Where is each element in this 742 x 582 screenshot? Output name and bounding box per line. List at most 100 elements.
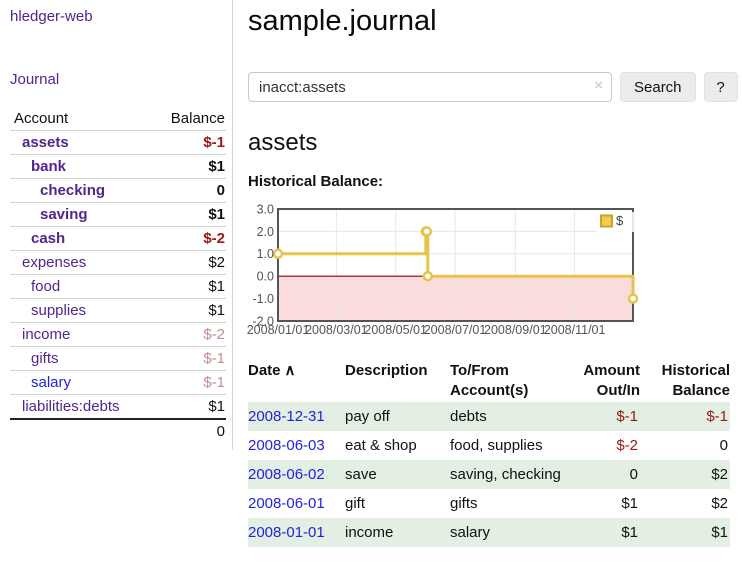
account-link[interactable]: food [31, 278, 61, 295]
account-link[interactable]: assets [22, 134, 69, 151]
account-balance: $-2 [150, 322, 226, 347]
svg-text:-2.0: -2.0 [252, 314, 274, 328]
nav: Journal [10, 71, 226, 88]
transaction-amount: 0 [562, 460, 640, 489]
sidebar-item-journal[interactable]: Journal [10, 71, 60, 88]
register-col-balance: Historical Balance [661, 362, 730, 399]
app-window: hledger-web Journal Account Balance asse… [0, 0, 742, 547]
account-row: cash $-2 [10, 226, 226, 251]
accounts-col-account: Account [10, 107, 151, 131]
accounts-total-value: 0 [150, 418, 226, 443]
chart-legend: $ [596, 212, 635, 232]
brand-link[interactable]: hledger-web [10, 8, 93, 25]
account-row: checking 0 [10, 178, 226, 203]
data-point-marker [272, 248, 284, 260]
transaction-date-link[interactable]: 2008-06-01 [248, 495, 325, 512]
account-row: income $-2 [10, 322, 226, 347]
account-row: assets $-1 [10, 130, 226, 155]
account-link[interactable]: salary [31, 374, 72, 391]
accounts-table: Account Balance assets $-1 bank $1 checking 0… [10, 107, 226, 443]
account-balance: $1 [150, 154, 226, 179]
svg-text:2008/07/01: 2008/07/01 [424, 323, 487, 337]
register-row: 2008-06-02 save saving, checking 0 $2 [248, 460, 730, 489]
register-table: Date ∧ Description To/From Account(s) Amo… [248, 360, 730, 547]
account-link[interactable]: income [22, 326, 71, 343]
account-row: saving $1 [10, 202, 226, 227]
clear-search-icon[interactable]: × [594, 77, 603, 94]
accounts-col-balance: Balance [150, 107, 226, 131]
svg-text:2008/09/01: 2008/09/01 [484, 323, 547, 337]
account-link[interactable]: supplies [31, 302, 87, 319]
transaction-accounts: salary [450, 518, 562, 547]
main-content: sample.journal × Search ? assets Histori… [233, 0, 742, 547]
register-row: 2008-01-01 income salary $1 $1 [248, 518, 730, 547]
account-row: salary $-1 [10, 370, 226, 395]
transaction-description: save [345, 460, 450, 489]
search-input[interactable] [248, 72, 612, 102]
account-row: food $1 [10, 274, 226, 299]
transaction-balance: 0 [719, 437, 728, 454]
svg-text:2.0: 2.0 [257, 225, 274, 239]
svg-text:2008/03/01: 2008/03/01 [305, 323, 368, 337]
account-row: expenses $2 [10, 250, 226, 275]
account-link[interactable]: bank [31, 158, 67, 175]
sidebar: hledger-web Journal Account Balance asse… [0, 0, 233, 450]
transaction-date-link[interactable]: 2008-06-02 [248, 466, 325, 483]
transaction-description: pay off [345, 402, 450, 431]
account-row: supplies $1 [10, 298, 226, 323]
account-link[interactable]: expenses [22, 254, 87, 271]
account-balance: $-1 [150, 130, 226, 155]
account-link[interactable]: cash [31, 230, 66, 247]
svg-text:2008/01/01: 2008/01/01 [247, 323, 310, 337]
help-button[interactable]: ? [703, 72, 738, 102]
transaction-accounts: debts [450, 402, 562, 431]
account-link[interactable]: gifts [31, 350, 59, 367]
account-row: gifts $-1 [10, 346, 226, 371]
svg-text:1.0: 1.0 [257, 247, 274, 261]
sort-asc-icon: ∧ [284, 362, 296, 379]
page-title: sample.journal [248, 5, 437, 37]
data-point-marker [627, 293, 639, 304]
account-link[interactable]: liabilities:debts [22, 398, 120, 415]
transaction-accounts: saving, checking [450, 460, 562, 489]
account-heading: assets [248, 129, 318, 156]
search-input-wrap: × [248, 72, 612, 102]
transaction-description: eat & shop [345, 437, 417, 454]
transaction-balance: $1 [640, 518, 730, 547]
account-balance: $-1 [150, 346, 226, 371]
account-balance: $1 [150, 274, 226, 299]
register-col-date: Date ∧ [248, 362, 296, 379]
data-point-marker [422, 270, 434, 282]
search-form: × Search ? [248, 72, 738, 102]
account-balance: $-2 [150, 226, 226, 251]
register-row: 2008-06-03 eat & shop food, supplies $-2 0 [248, 431, 730, 460]
account-row: bank $1 [10, 154, 226, 179]
register-row: 2008-06-01 gift gifts $1 $2 [248, 489, 730, 518]
transaction-balance: $2 [640, 460, 730, 489]
transaction-date-link[interactable]: 2008-12-31 [248, 408, 325, 425]
chart-title: Historical Balance: [248, 173, 384, 190]
register-header-row: Date ∧ Description To/From Account(s) Amo… [248, 360, 730, 402]
svg-text:-1.0: -1.0 [252, 292, 274, 306]
search-button[interactable]: Search [620, 72, 696, 102]
account-balance: $1 [150, 394, 226, 420]
register-row: 2008-12-31 pay off debts $-1 $-1 [248, 402, 730, 431]
transaction-amount: $1 [621, 495, 638, 512]
transaction-date-link[interactable]: 2008-06-03 [248, 437, 325, 454]
account-link[interactable]: checking [40, 182, 106, 199]
transaction-date-link[interactable]: 2008-01-01 [248, 524, 325, 541]
svg-text:3.0: 3.0 [257, 202, 274, 216]
transaction-amount: $1 [562, 518, 640, 547]
transaction-balance: $2 [711, 495, 728, 512]
register-col-amount: Amount Out/In [583, 362, 640, 399]
account-link[interactable]: saving [40, 206, 88, 223]
accounts-total-row: 0 [10, 418, 226, 443]
transaction-description: gift [345, 495, 366, 512]
transaction-balance: $-1 [640, 402, 730, 431]
transaction-amount: $-1 [562, 402, 640, 431]
svg-text:2008/11/01: 2008/11/01 [544, 323, 606, 337]
data-point-marker [421, 226, 433, 237]
transaction-accounts: gifts [450, 495, 478, 512]
account-balance: $-1 [150, 370, 226, 395]
transaction-amount: $-2 [616, 437, 638, 454]
